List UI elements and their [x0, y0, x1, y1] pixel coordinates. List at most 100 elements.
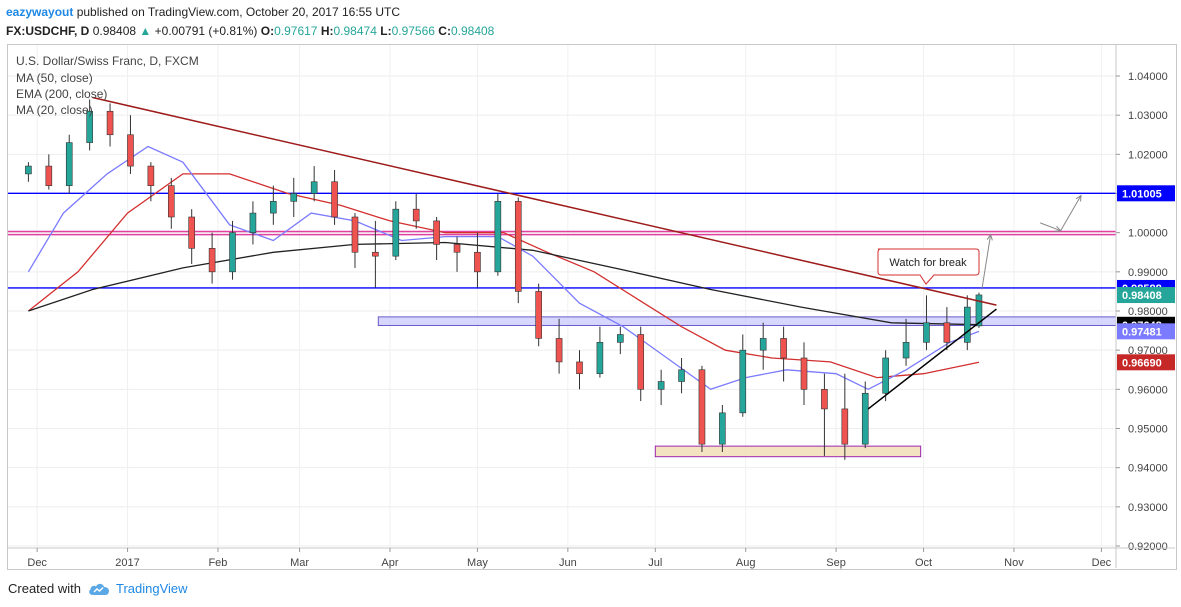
- time-tick-label: Nov: [1004, 557, 1024, 569]
- candle-body: [555, 338, 563, 363]
- last-price: 0.98408: [92, 24, 137, 38]
- time-axis[interactable]: Dec 2017 Feb Mar Apr May Jun Jul Aug Sep Oct Nov Dec: [8, 547, 1175, 569]
- price-label-box: [1117, 323, 1175, 340]
- time-tick-label: Jun: [559, 557, 577, 569]
- publish-line: eazywayout published on TradingView.com,…: [6, 3, 1176, 22]
- close-label: C:: [438, 24, 451, 38]
- candle-body: [229, 232, 236, 273]
- price-tick-label: 0.95000: [1128, 424, 1168, 436]
- candle-body: [188, 216, 195, 249]
- candle-body: [678, 369, 685, 382]
- callout-box: [877, 248, 980, 285]
- ohlc-line: FX:USDCHF, D 0.98408 ▲ +0.00791 (+0.81%)…: [6, 22, 1176, 41]
- candle-body: [821, 389, 828, 410]
- candle-body: [719, 412, 726, 445]
- zones: [377, 316, 1117, 458]
- candle-body: [739, 349, 747, 414]
- trendlines: [92, 96, 1082, 410]
- price-labels: 1.010050.985880.984080.976480.974810.966…: [1117, 185, 1175, 371]
- price-tick-label: 0.93000: [1128, 502, 1168, 514]
- candle-body: [861, 392, 869, 445]
- candle-body: [453, 244, 461, 253]
- annotation-callout[interactable]: Watch for break: [877, 248, 980, 285]
- close-value: 0.98408: [450, 24, 495, 38]
- time-tick-label: Feb: [208, 557, 227, 569]
- candle-body: [617, 334, 624, 343]
- low-label: L:: [380, 24, 392, 38]
- rising-trendline: [867, 308, 997, 410]
- low-value: 0.97566: [391, 24, 435, 38]
- price-label-box: [1117, 354, 1175, 371]
- legend-ma20: MA (20, close): [16, 103, 93, 117]
- publish-info: published on TradingView.com, October 20…: [76, 5, 401, 19]
- time-tick-label: Sep: [826, 557, 846, 569]
- grid: [8, 45, 1116, 548]
- candle-body: [943, 322, 951, 343]
- time-tick-label: Oct: [915, 557, 932, 569]
- candle-body: [249, 212, 257, 233]
- candle-body: [127, 134, 134, 167]
- arrow-1: [981, 234, 992, 290]
- candle-body: [270, 201, 277, 214]
- candle-body: [882, 357, 889, 394]
- open-value: 0.97617: [274, 24, 318, 38]
- price-tick-label: 0.96000: [1128, 384, 1168, 396]
- candle-body: [86, 110, 93, 143]
- chart-frame: [7, 44, 1177, 570]
- price-tick-label: 0.94000: [1128, 463, 1168, 475]
- arrow-1-head: [986, 233, 993, 241]
- candles: [25, 99, 983, 460]
- price-label-box: [1117, 287, 1175, 304]
- candle-body: [975, 294, 983, 327]
- price-label-box: [1117, 185, 1175, 202]
- author-link[interactable]: eazywayout: [6, 5, 74, 19]
- candle-body: [535, 291, 542, 339]
- candle-body: [392, 208, 400, 257]
- time-tick-label: Apr: [381, 557, 398, 569]
- price-tick-label: 0.92000: [1128, 541, 1168, 553]
- legend-instrument: U.S. Dollar/Swiss Franc, D, FXCM: [16, 54, 199, 68]
- price-tick-label: 1.02000: [1128, 149, 1168, 161]
- price-tick-label: 0.99000: [1128, 267, 1168, 279]
- candle-body: [963, 306, 971, 343]
- candle-body: [902, 342, 910, 359]
- candle-body: [596, 342, 604, 374]
- candle-body: [759, 338, 767, 351]
- candle-body: [25, 165, 32, 175]
- created-with-label: Created with: [8, 581, 81, 596]
- candle-body: [65, 142, 73, 186]
- candle-body: [841, 408, 849, 445]
- price-tick-label: 1.00000: [1128, 228, 1168, 240]
- up-arrow-icon: ▲: [139, 24, 152, 38]
- price-axis[interactable]: 1.040001.030001.020001.010001.000000.990…: [1115, 45, 1168, 568]
- time-tick-label: Jul: [648, 557, 662, 569]
- time-tick-label: Aug: [736, 557, 756, 569]
- series-ma-50-close-: [27, 173, 980, 379]
- candle-body: [331, 181, 338, 218]
- candle-body: [310, 181, 318, 194]
- candle-body: [208, 248, 216, 273]
- time-tick-label: 2017: [115, 557, 139, 569]
- price-tick-label: 1.03000: [1128, 110, 1168, 122]
- price-label-1.01005: 1.01005: [1122, 188, 1162, 200]
- price-tick-label: 0.97000: [1128, 345, 1168, 357]
- high-label: H:: [320, 24, 334, 38]
- symbol-label: FX:USDCHF, D: [6, 24, 90, 38]
- open-label: O:: [260, 24, 275, 38]
- candle-body: [800, 357, 808, 390]
- legend-ema200: EMA (200, close): [16, 87, 107, 101]
- candle-body: [372, 251, 379, 257]
- candle-body: [780, 338, 787, 359]
- candle-body: [433, 220, 440, 245]
- chart-header: eazywayout published on TradingView.com,…: [6, 3, 1176, 41]
- legend: U.S. Dollar/Swiss Franc, D, FXCM MA (50,…: [16, 54, 199, 117]
- time-tick-label: May: [467, 557, 488, 569]
- candle-body: [514, 201, 522, 292]
- candle-body: [412, 208, 420, 222]
- time-tick-label: Dec: [27, 557, 47, 569]
- candle-body: [474, 251, 481, 273]
- tradingview-link[interactable]: TradingView: [87, 581, 188, 596]
- arrow-3: [1060, 195, 1082, 231]
- price-tick-label: 0.98000: [1128, 306, 1168, 318]
